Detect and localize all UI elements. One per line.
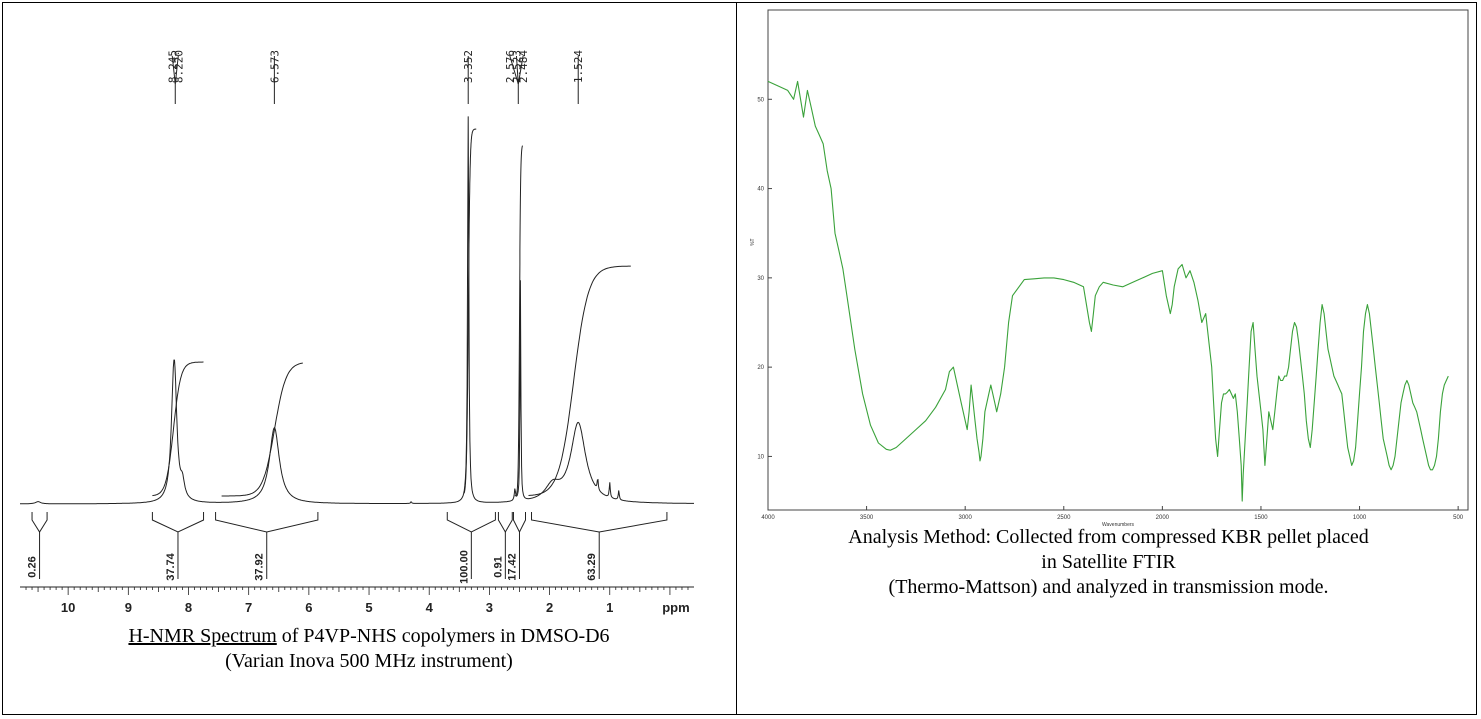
- nmr-integral-bracket: [215, 512, 319, 533]
- nmr-integral-bracket: [151, 512, 205, 533]
- ftir-x-tick-label: 4000: [761, 515, 775, 521]
- ftir-caption-line1: Analysis Method: Collected from compress…: [848, 526, 1369, 548]
- ftir-y-tick-label: 20: [757, 365, 764, 371]
- nmr-x-tick-label: 5: [365, 600, 372, 615]
- nmr-x-tick-label: 6: [305, 600, 312, 615]
- nmr-integral-value: 37.74: [165, 552, 177, 580]
- nmr-leader-line: [515, 55, 519, 85]
- nmr-integral-curve: [221, 362, 303, 497]
- nmr-spectrum-trace: [20, 116, 694, 505]
- nmr-x-axis-unit: ppm: [662, 600, 689, 615]
- ftir-x-axis-label: Wavenumbers: [1102, 522, 1135, 528]
- ftir-x-tick-label: 2000: [1156, 515, 1170, 521]
- nmr-integral-bracket: [31, 512, 48, 533]
- nmr-x-tick-label: 9: [125, 600, 132, 615]
- nmr-integral-value: 37.92: [254, 553, 266, 581]
- nmr-spectrum-chart: 8.2458.2206.5733.3522.5762.5232.4841.524…: [20, 50, 694, 615]
- nmr-integral-curve: [514, 145, 523, 497]
- nmr-integral-value: 0.91: [492, 556, 504, 577]
- nmr-panel: 8.2458.2206.5733.3522.5762.5232.4841.524…: [4, 4, 734, 712]
- nmr-leader-line: [517, 55, 524, 85]
- nmr-integral-bracket: [531, 512, 668, 533]
- nmr-leader-line: [174, 55, 179, 85]
- nmr-integral-value: 17.42: [506, 553, 518, 581]
- ftir-x-tick-label: 500: [1453, 515, 1464, 521]
- nmr-x-tick-label: 1: [606, 600, 613, 615]
- ftir-plot-frame: [767, 9, 1469, 511]
- nmr-x-tick-label: 8: [185, 600, 192, 615]
- ftir-x-tick-label: 1000: [1353, 515, 1367, 521]
- ftir-x-tick-label: 3500: [860, 515, 874, 521]
- ftir-spectrum-trace: [767, 80, 1449, 502]
- nmr-x-tick-label: 4: [426, 600, 434, 615]
- nmr-integral-value: 63.29: [586, 553, 598, 581]
- ftir-x-tick-label: 2500: [1057, 515, 1071, 521]
- ftir-spectrum-chart: 10 20 30 40 50 4000 3500 3000 2500 2000 1500 1000 50…: [750, 9, 1469, 528]
- ftir-caption-line3: (Thermo-Mattson) and analyzed in transmi…: [888, 576, 1329, 598]
- nmr-x-tick-label: 10: [61, 600, 75, 615]
- nmr-caption-title: H-NMR Spectrum: [128, 625, 277, 647]
- ftir-caption: Analysis Method: Collected from compress…: [740, 525, 1477, 600]
- ftir-y-tick-label: 40: [757, 187, 764, 193]
- nmr-caption-line2: (Varian Inova 500 MHz instrument): [225, 650, 513, 672]
- ftir-y-tick-label: 30: [757, 276, 764, 282]
- column-divider: [736, 2, 737, 715]
- nmr-integral-curve: [152, 361, 204, 497]
- nmr-caption-rest: of P4VP-NHS copolymers in DMSO-D6: [276, 625, 610, 647]
- ftir-caption-line2: in Satellite FTIR: [1041, 551, 1176, 573]
- nmr-peak-label: 2.576: [504, 50, 517, 83]
- nmr-x-tick-label: 7: [245, 600, 252, 615]
- nmr-integral-curve: [528, 265, 631, 496]
- ftir-y-tick-label: 10: [757, 454, 764, 460]
- nmr-x-tick-label: 2: [546, 600, 553, 615]
- ftir-x-tick-label: 1500: [1254, 515, 1268, 521]
- ftir-x-tick-label: 3000: [959, 515, 973, 521]
- nmr-integral-bracket: [497, 512, 513, 534]
- nmr-caption: H-NMR Spectrum of P4VP-NHS copolymers in…: [4, 624, 734, 674]
- nmr-leader-line: [171, 55, 176, 85]
- ftir-y-axis-label: %T: [750, 238, 756, 246]
- nmr-x-tick-label: 3: [486, 600, 493, 615]
- nmr-caption-line1: H-NMR Spectrum of P4VP-NHS copolymers in…: [4, 624, 734, 649]
- nmr-leader-line: [509, 55, 519, 85]
- nmr-integral-value: 100.00: [458, 550, 470, 584]
- nmr-integral-curve: [463, 128, 477, 494]
- nmr-integral-value: 0.26: [27, 556, 39, 577]
- nmr-peak-label: 8.220: [172, 50, 185, 83]
- ftir-panel: 10 20 30 40 50 4000 3500 3000 2500 2000 1500 1000 50…: [740, 4, 1477, 712]
- ftir-y-tick-label: 50: [757, 97, 764, 103]
- nmr-integral-bracket: [446, 512, 496, 533]
- nmr-integral-bracket: [512, 512, 526, 534]
